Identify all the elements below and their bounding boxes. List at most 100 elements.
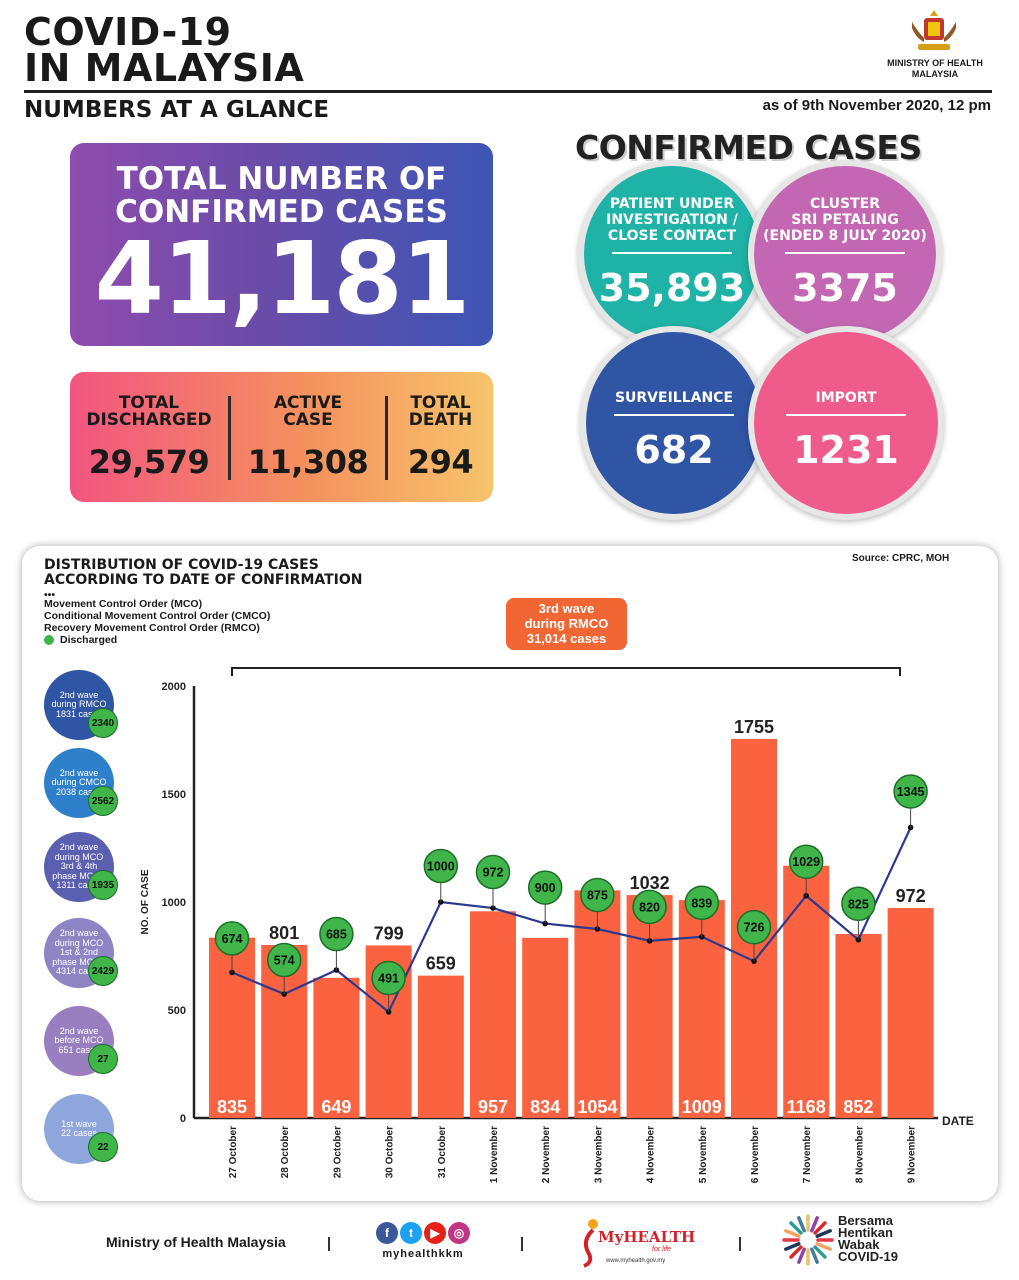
active-label-1: ACTIVE <box>273 393 343 413</box>
discharged-value-label: 1345 <box>897 785 925 799</box>
bar-value-label: 659 <box>426 954 456 974</box>
total-label-line-2: CONFIRMED CASES <box>115 194 448 230</box>
legend-discharged-label: Discharged <box>60 634 118 646</box>
death-value: 294 <box>407 443 474 481</box>
discharged-value-label: 972 <box>483 866 504 880</box>
bar <box>783 865 830 1118</box>
discharged-value-label: 574 <box>274 954 295 968</box>
sun-ray <box>813 1245 827 1259</box>
instagram-icon[interactable]: ◎ <box>448 1222 470 1244</box>
wave-label-line: 2nd wave <box>59 1025 99 1036</box>
discharged-marker <box>319 916 354 952</box>
discharged-marker <box>475 854 511 890</box>
wave-discharged-badge: 2562 <box>88 786 118 816</box>
legend-discharged: Discharged <box>44 634 270 646</box>
malaysia-crest-icon <box>912 10 956 50</box>
discharged-value-label: 1029 <box>792 855 820 869</box>
active-value: 11,308 <box>247 443 369 481</box>
discharged-marker <box>684 885 720 921</box>
wave-discharged-badge: 22 <box>88 1132 118 1162</box>
x-tick-label: 9 November <box>907 1126 918 1183</box>
active-label: ACTIVE CASE <box>274 395 342 431</box>
y-tick-label: 0 <box>180 1113 186 1125</box>
legend-rmco: Recovery Movement Control Order (RMCO) <box>44 622 260 634</box>
pui-label-2: INVESTIGATION / <box>606 212 738 228</box>
page-title: COVID-19 IN MALAYSIA <box>24 10 304 87</box>
discharged-marker <box>736 909 772 945</box>
total-label-line-1: TOTAL NUMBER OF <box>116 161 447 197</box>
wave-label-line: during RMCO <box>51 699 107 710</box>
chart-legend: ••• Movement Control Order (MCO) Conditi… <box>44 590 271 646</box>
wave-label-line: during MCO <box>54 851 104 862</box>
youtube-icon[interactable]: ▶ <box>424 1222 446 1244</box>
import-label: IMPORT <box>815 390 877 406</box>
discharged-value-label: 875 <box>587 889 608 903</box>
x-tick-label: 6 November <box>750 1126 761 1183</box>
sun-ray <box>813 1221 827 1235</box>
facebook-icon[interactable]: f <box>376 1222 398 1244</box>
x-tick-label: 7 November <box>802 1126 813 1183</box>
cluster-circle: CLUSTER SRI PETALING (ENDED 8 JULY 2020)… <box>748 160 942 348</box>
discharged-value-label: 685 <box>326 928 347 942</box>
wave-label-line: 1st wave <box>61 1118 97 1129</box>
y-tick-label: 1500 <box>162 789 186 801</box>
discharged-polyline <box>231 827 912 1014</box>
bar <box>887 908 934 1118</box>
legend-cmco: Conditional Movement Control Order (CMCO… <box>44 610 271 622</box>
discharged-label-2: DISCHARGED <box>86 410 212 430</box>
x-tick-label: 30 October <box>385 1126 396 1178</box>
stat-divider <box>385 396 388 480</box>
sun-ray <box>784 1242 801 1251</box>
wave-label-line: 651 cases <box>58 1044 100 1055</box>
bar-value-label: 972 <box>896 886 926 906</box>
x-tick-label: 8 November <box>854 1126 865 1183</box>
wave3-badge: 3rd wave during RMCO 31,014 cases <box>506 598 627 650</box>
discharged-value-label: 1000 <box>427 860 455 874</box>
bar <box>835 933 882 1118</box>
stat-divider <box>228 396 231 480</box>
discharged-marker <box>632 889 667 925</box>
wave-label-line: 3rd & 4th <box>60 861 98 872</box>
bar <box>470 911 516 1118</box>
social-handle[interactable]: myhealthkkm <box>382 1248 464 1260</box>
y-axis-title: NO. OF CASE <box>140 869 151 934</box>
campaign-sun-icon <box>782 1214 834 1266</box>
page-subtitle: NUMBERS AT A GLANCE <box>24 97 330 123</box>
sun-ray <box>810 1247 819 1264</box>
confirmed-cases-title: CONFIRMED CASES <box>575 128 922 167</box>
discharged-marker <box>788 844 824 879</box>
x-tick-label: 3 November <box>593 1126 604 1183</box>
sun-ray <box>815 1229 832 1238</box>
wave3-bracket <box>231 667 901 676</box>
discharged-dot-icon <box>44 635 54 646</box>
chart-title-line-1: DISTRIBUTION OF COVID-19 CASES <box>44 557 319 573</box>
footer-divider <box>521 1237 523 1251</box>
discharged-value-label: 825 <box>848 897 869 911</box>
sun-ray <box>789 1245 803 1259</box>
discharged-marker <box>580 877 615 913</box>
x-axis-title: DATE <box>942 1114 974 1128</box>
discharged-value-label: 674 <box>222 932 243 946</box>
campaign-line-2: Hentikan <box>838 1225 893 1240</box>
discharged-value-label: 491 <box>378 971 399 985</box>
twitter-icon[interactable]: t <box>400 1222 422 1244</box>
chart-title: DISTRIBUTION OF COVID-19 CASES ACCORDING… <box>44 558 363 588</box>
campaign-line-4: COVID-19 <box>838 1249 898 1264</box>
bar-value-label: 799 <box>374 923 404 943</box>
title-line-1: COVID-19 <box>24 10 232 54</box>
x-tick-label: 4 November <box>646 1126 657 1183</box>
pui-label: PATIENT UNDER INVESTIGATION / CLOSE CONT… <box>584 196 760 244</box>
bar-value-label: 852 <box>843 1097 873 1117</box>
wave-discharged-badge: 2340 <box>88 708 118 738</box>
campaign-line-3: Wabak <box>838 1237 880 1252</box>
death-label-1: TOTAL <box>410 393 471 413</box>
wave3-line-2: during RMCO <box>524 616 609 631</box>
x-tick-label: 5 November <box>698 1126 709 1183</box>
discharged-marker <box>893 774 928 809</box>
wave-label-line: during MCO <box>54 937 104 948</box>
discharged-line: 674 574 685 491 1000 972 900 875 820 839 726 1029 82… <box>214 774 928 1015</box>
chart-title-line-2: ACCORDING TO DATE OF CONFIRMATION <box>44 572 363 588</box>
social-links: f t ▶ ◎ myhealthkkm <box>368 1222 478 1260</box>
wave-label-line: 2038 cases <box>55 786 103 797</box>
